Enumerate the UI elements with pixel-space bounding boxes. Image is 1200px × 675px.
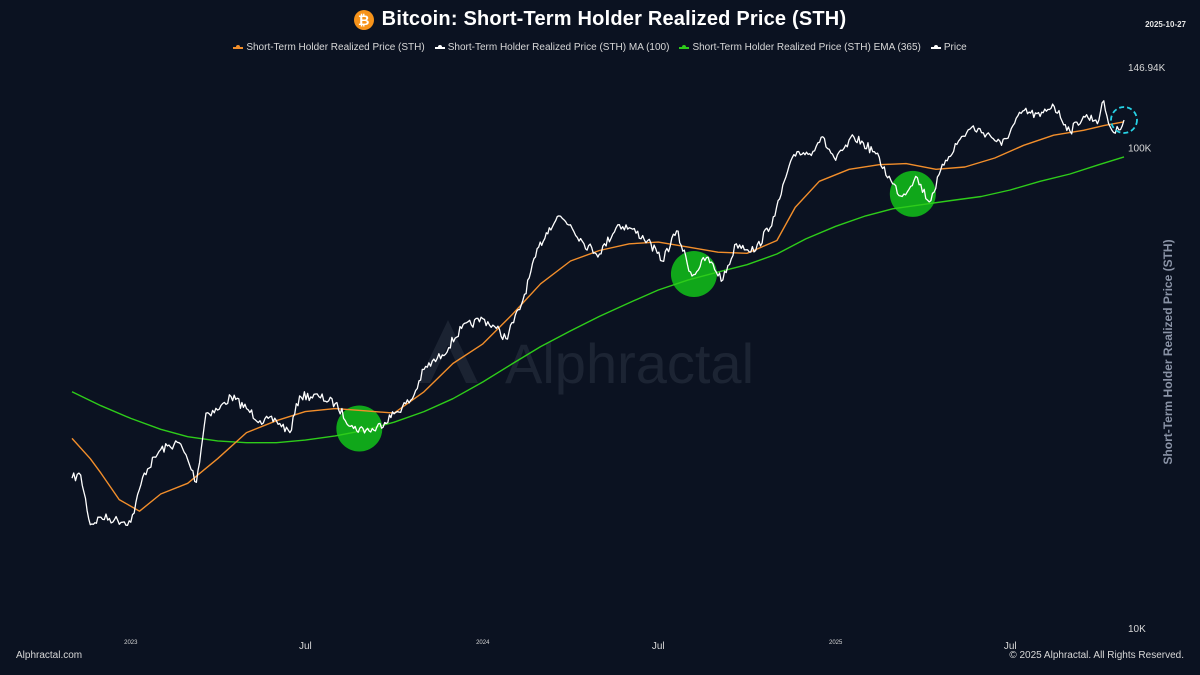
- x-tick-label-6: Jul: [1004, 641, 1017, 652]
- legend-swatch-sth-ema: [679, 45, 690, 49]
- bitcoin-icon: ₿: [353, 9, 374, 30]
- legend-item-price[interactable]: Price: [930, 42, 967, 53]
- legend: Short-Term Holder Realized Price (STH) S…: [0, 42, 1200, 53]
- current-marker-circle: [1110, 106, 1138, 134]
- y-axis-title: Short-Term Holder Realized Price (STH): [1161, 239, 1175, 465]
- series-layer: [71, 100, 1138, 527]
- y-tick-label-3: 10K: [1128, 624, 1146, 635]
- highlights-layer: [336, 170, 936, 452]
- legend-label-sth-ema: Short-Term Holder Realized Price (STH) E…: [692, 42, 921, 53]
- legend-swatch-sth: [233, 45, 244, 49]
- x-tick-label-1: 2023: [124, 640, 138, 646]
- x-tick-label-5: 2025: [829, 640, 843, 646]
- y-tick-label-2: 100K: [1128, 143, 1152, 154]
- legend-item-sth[interactable]: Short-Term Holder Realized Price (STH): [233, 42, 425, 53]
- chart-title: Bitcoin: Short-Term Holder Realized Pric…: [381, 8, 847, 30]
- series-line-price: [71, 100, 1125, 527]
- legend-swatch-sth-ma: [434, 45, 445, 49]
- watermark: Alphractal: [505, 332, 754, 395]
- footer-site-link[interactable]: Alphractal.com: [16, 650, 83, 661]
- legend-swatch-price: [930, 45, 941, 49]
- x-tick-label-2: Jul: [299, 641, 312, 652]
- axis-layer: 146.94K 100K 10K 2023 Jul 2024 Jul 2025 Jul: [124, 63, 1165, 652]
- highlight-circle-3: [889, 170, 936, 217]
- series-line-sth-ema: [71, 156, 1125, 444]
- footer-copyright: © 2025 Alphractal. All Rights Reserved.: [1009, 650, 1184, 661]
- legend-label-sth-ma: Short-Term Holder Realized Price (STH) M…: [447, 42, 670, 53]
- y-tick-label-1: 146.94K: [1128, 63, 1166, 74]
- legend-label-price: Price: [943, 42, 967, 53]
- title-row: ₿ Bitcoin: Short-Term Holder Realized Pr…: [0, 8, 1200, 31]
- x-tick-label-3: 2024: [476, 640, 490, 646]
- legend-item-sth-ma[interactable]: Short-Term Holder Realized Price (STH) M…: [434, 42, 670, 53]
- x-tick-label-4: Jul: [652, 641, 665, 652]
- legend-label-sth: Short-Term Holder Realized Price (STH): [246, 42, 425, 53]
- legend-item-sth-ema[interactable]: Short-Term Holder Realized Price (STH) E…: [679, 42, 921, 53]
- watermark-logo-icon: [418, 320, 478, 383]
- chart-date: 2025-10-27: [1145, 20, 1186, 29]
- series-line-sth: [71, 121, 1125, 512]
